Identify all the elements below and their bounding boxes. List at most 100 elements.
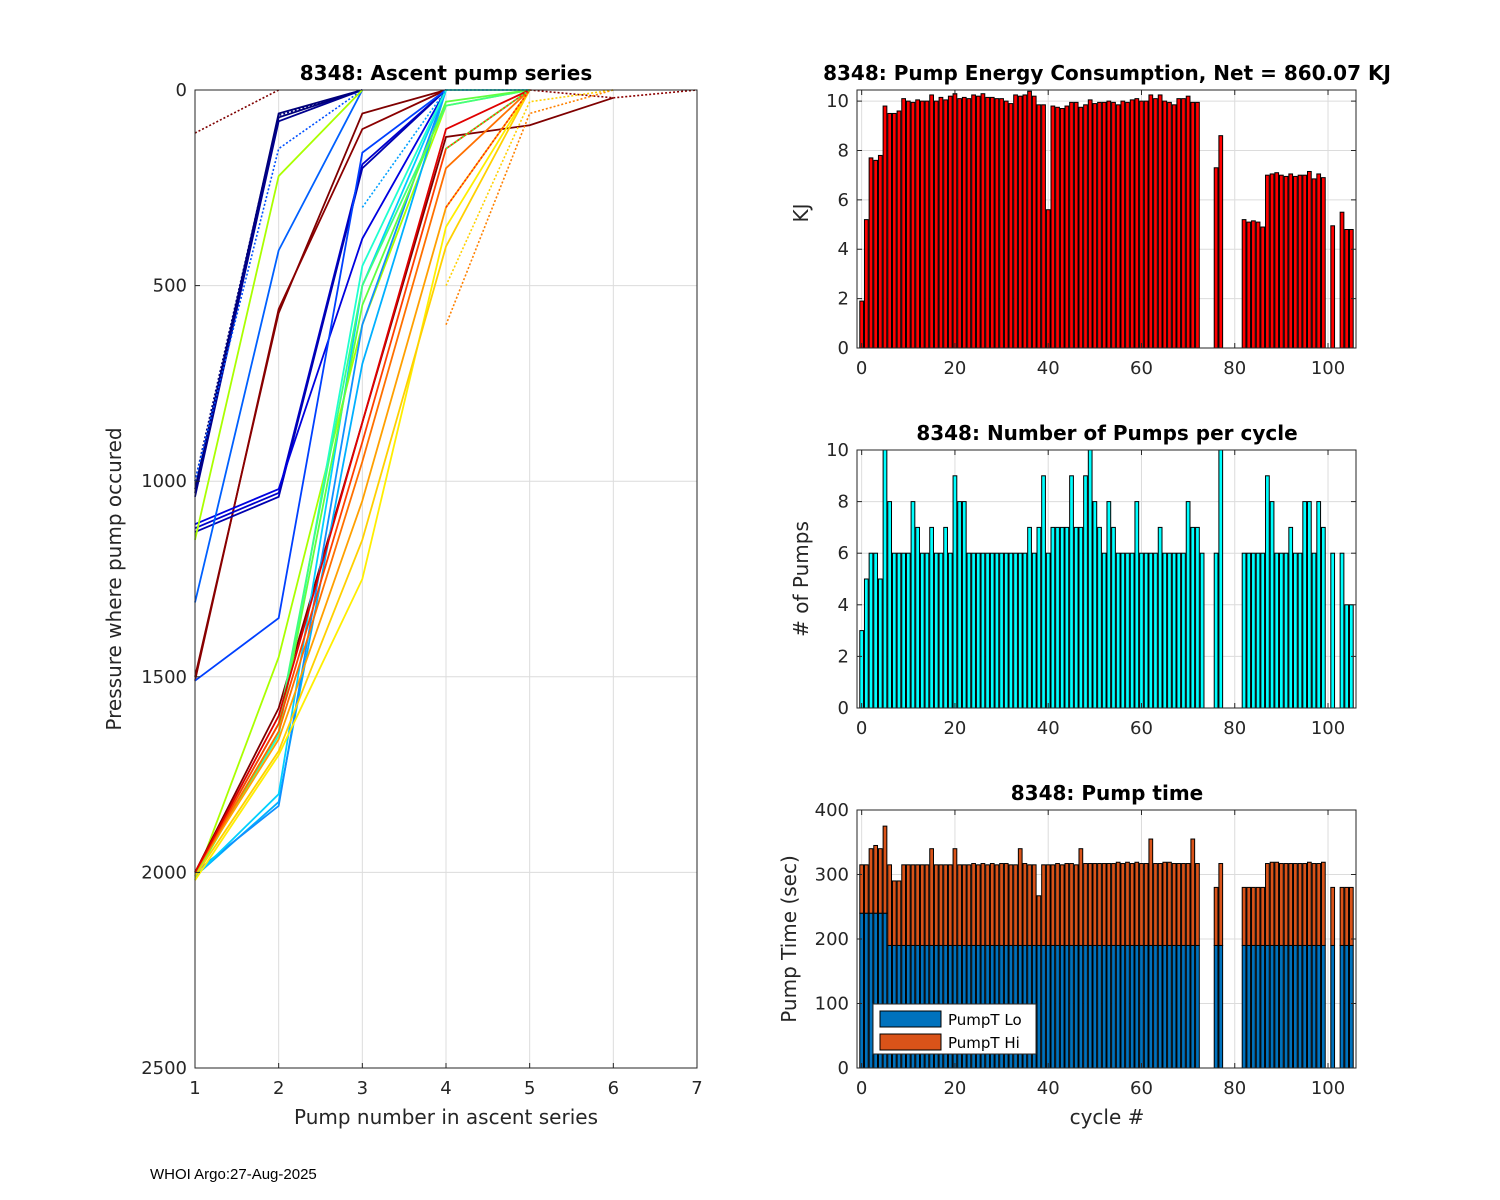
pumptime-bar-hi	[1269, 861, 1275, 946]
pumps-bar	[873, 552, 879, 709]
pumps-bar	[1167, 552, 1172, 709]
pumptime-bar-hi	[1073, 864, 1079, 946]
pumptime-bar-hi	[896, 880, 902, 946]
pumptime-bar-lo	[1134, 944, 1140, 1069]
energy-bar	[999, 98, 1004, 349]
pumps-bar	[1288, 526, 1294, 709]
pumptime-bar-hi	[1045, 864, 1051, 946]
pumptime-bar-hi	[1153, 863, 1158, 946]
pumptime-bar-hi	[1279, 863, 1284, 946]
energy-bar	[1195, 101, 1200, 349]
pumptime-xtick-label: 20	[943, 1078, 966, 1099]
pumps-bar	[859, 630, 865, 709]
energy-bar	[957, 98, 962, 349]
pumps-bar	[952, 475, 958, 709]
pumptime-bar-hi	[929, 848, 934, 946]
pumps-bar	[1241, 552, 1247, 709]
pumptime-bar-lo	[1269, 944, 1275, 1069]
energy-xtick-label: 40	[1037, 358, 1060, 379]
pumptime-bar-hi	[938, 864, 944, 946]
pumptime-bar-hi	[901, 864, 907, 946]
energy-bar	[1115, 104, 1121, 349]
pumptime-bar-lo	[1348, 944, 1354, 1069]
pumptime-bar-lo	[1064, 944, 1070, 1069]
pumptime-bar-hi	[1115, 861, 1121, 946]
energy-bar	[961, 96, 967, 349]
energy-xtick-label: 100	[1311, 358, 1345, 379]
ascent-series-line	[529, 89, 698, 99]
energy-ticks: 0 20 40 60 80 100 0 2 4 6 8 10	[826, 90, 1356, 379]
pumptime-bar-lo	[1260, 944, 1266, 1069]
pumps-bar	[887, 501, 893, 709]
energy-bar	[933, 100, 939, 349]
pumptime-bar-hi	[1134, 861, 1140, 946]
ascent-ticks: 1 2 3 4 5 6 7 0 500 1000 1500 2000 2500	[141, 80, 703, 1099]
energy-bar	[1120, 100, 1126, 349]
pumptime-bar-hi	[999, 863, 1004, 946]
energy-bar	[901, 98, 907, 349]
pumptime-bar-hi	[957, 864, 962, 946]
energy-bar	[994, 98, 1000, 349]
ascent-xlabel: Pump number in ascent series	[294, 1105, 598, 1129]
energy-bar	[975, 95, 981, 349]
pumps-bar	[1092, 501, 1098, 709]
energy-bar	[1017, 95, 1023, 349]
pumptime-bar-hi	[1297, 863, 1303, 946]
energy-bar	[1251, 220, 1256, 349]
pumptime-bar-hi	[905, 864, 911, 946]
pumps-bar	[877, 578, 883, 709]
legend-swatch-pumpt-lo	[879, 1010, 942, 1028]
energy-ytick-label: 8	[838, 140, 849, 161]
pumptime-bar-lo	[1073, 944, 1079, 1069]
pumps-bar	[1311, 552, 1317, 709]
pumptime-bar-lo	[1157, 944, 1163, 1069]
energy-bar	[1022, 94, 1028, 349]
ascent-ytick-label: 2500	[141, 1058, 187, 1079]
pumptime-bar-lo	[1036, 944, 1042, 1069]
pumps-bar	[1120, 552, 1126, 709]
pump-time-chart: 0 20 40 60 80 100 0 100 200 300 400 8348: Pump tim…	[777, 781, 1357, 1129]
pumptime-bar-hi	[1092, 863, 1098, 946]
pumps-ytick-label: 0	[838, 698, 849, 719]
pumptime-bar-hi	[1260, 886, 1266, 946]
pumptime-bar-hi	[1139, 863, 1144, 946]
energy-bar	[1143, 100, 1149, 349]
pumps-bar	[1134, 501, 1140, 709]
energy-bar	[1148, 94, 1154, 349]
pumps-bar	[1190, 526, 1196, 709]
energy-bar	[1246, 221, 1252, 349]
energy-bar	[1157, 94, 1163, 349]
pumptime-legend: PumpT Lo PumpT Hi	[872, 1003, 1037, 1055]
ascent-series-line	[445, 89, 531, 150]
energy-bar	[1073, 101, 1079, 349]
energy-bar	[985, 96, 990, 349]
energy-bar	[1316, 173, 1322, 349]
pumptime-bar-hi	[1087, 863, 1093, 946]
energy-ytick-label: 10	[826, 91, 849, 112]
pumptime-bar-hi	[1171, 863, 1177, 946]
pumps-bar	[985, 552, 990, 709]
pumptime-bar-lo	[1218, 944, 1224, 1069]
pumptime-bar-lo	[1293, 944, 1298, 1069]
pumps-bar	[1213, 552, 1219, 709]
ascent-series-line	[194, 89, 531, 881]
pumptime-bar-hi	[1143, 863, 1149, 946]
pumptime-bar-hi	[1218, 863, 1224, 946]
pumps-bar	[1050, 526, 1056, 709]
pumps-bar	[1306, 501, 1312, 709]
pumptime-bar-lo	[1115, 944, 1121, 1069]
pumps-bar	[1101, 552, 1107, 709]
pumps-bar	[994, 552, 1000, 709]
energy-bar	[891, 112, 897, 349]
pumps-bar	[924, 552, 930, 709]
energy-bar	[1181, 98, 1186, 349]
pumptime-bar-hi	[1078, 848, 1084, 946]
pumptime-bar-lo	[1241, 944, 1247, 1069]
pumptime-bar-lo	[1153, 944, 1158, 1069]
pumps-bar	[1265, 475, 1270, 709]
pumps-bar	[933, 552, 939, 709]
energy-bar	[919, 100, 925, 349]
pumptime-bar-hi	[1255, 886, 1261, 946]
pumptime-ytick-label: 400	[815, 800, 849, 821]
pumptime-bar-hi	[961, 864, 967, 946]
